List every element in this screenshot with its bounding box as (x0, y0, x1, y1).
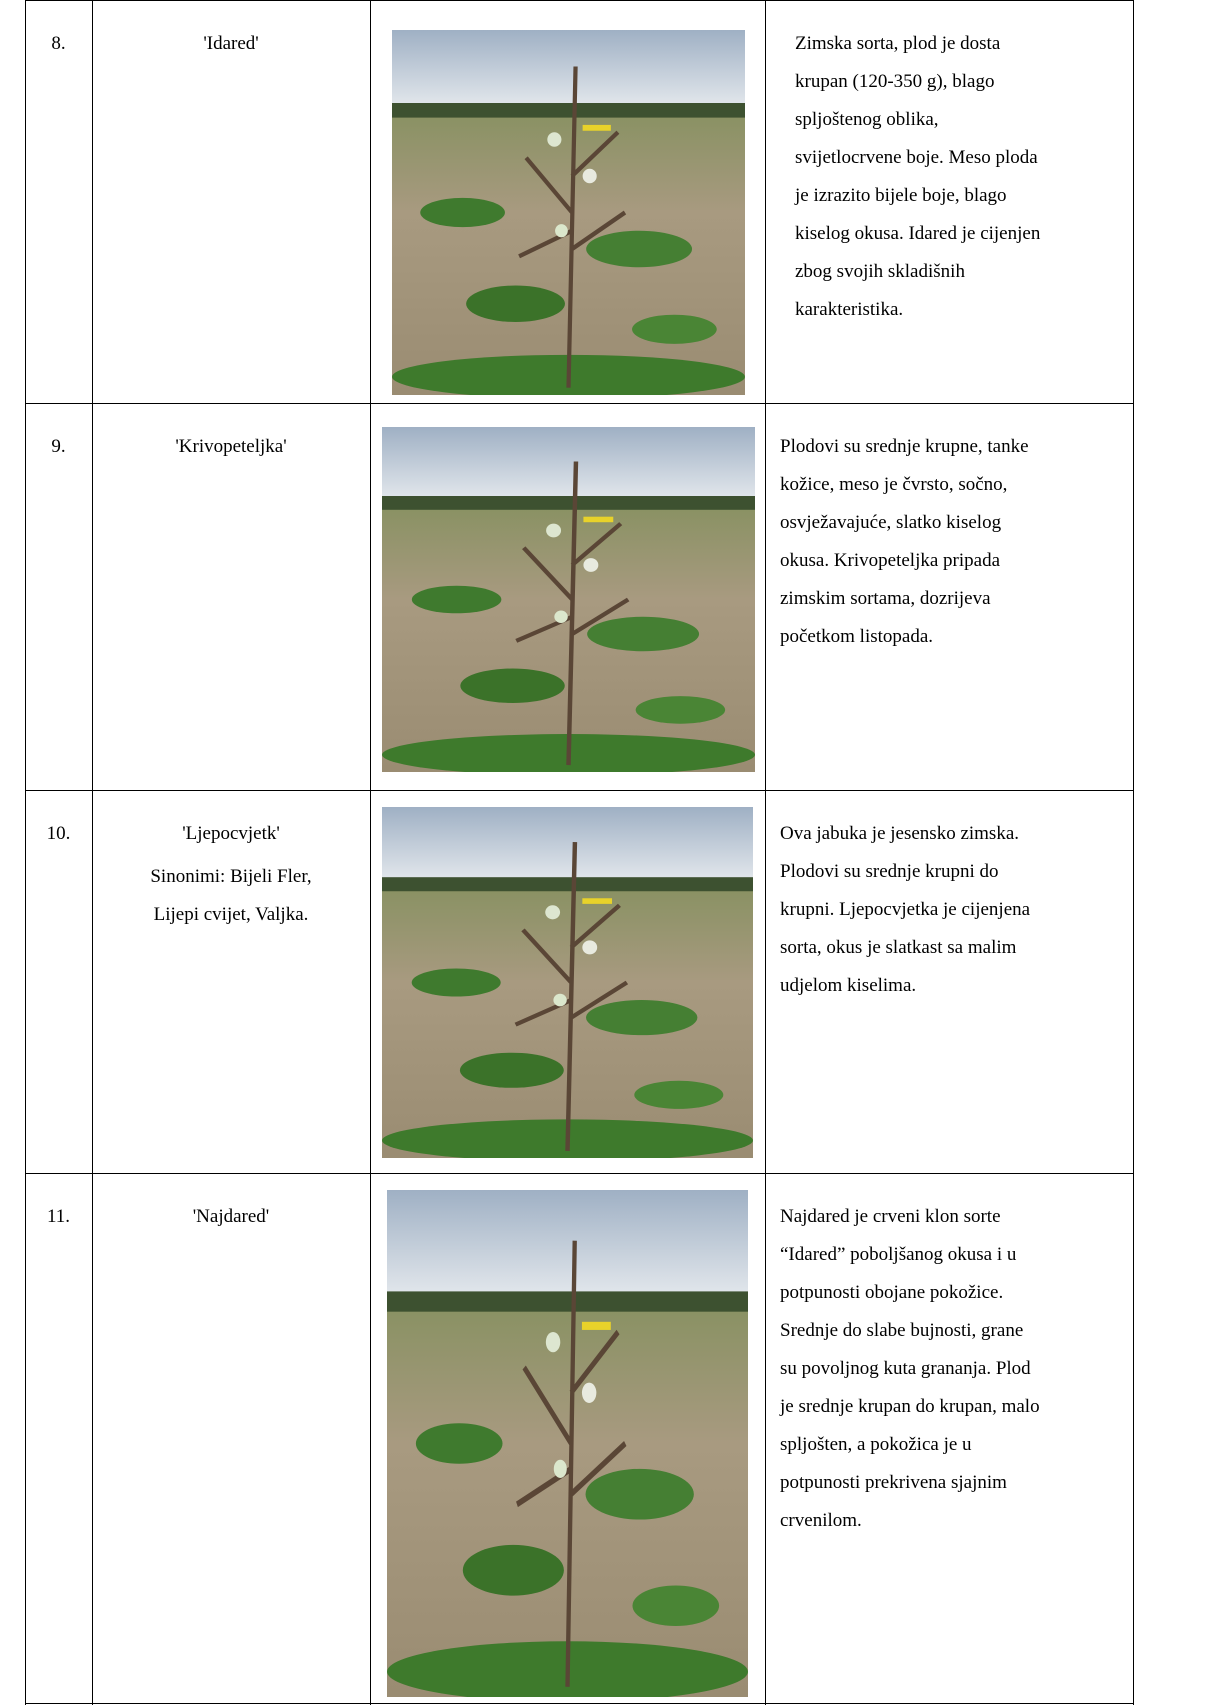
row-border (25, 790, 1134, 791)
row-border (25, 0, 1134, 1)
description-line: je izrazito bijele boje, blago (795, 185, 1007, 206)
description-line: Srednje do slabe bujnosti, grane (780, 1320, 1024, 1341)
description-line: Zimska sorta, plod je dosta (795, 33, 1001, 54)
description-line: “Idared” poboljšanog okusa i u (780, 1244, 1017, 1265)
description-line: kiselog okusa. Idared je cijenjen (795, 223, 1041, 244)
description-line: potpunosti obojane pokožice. (780, 1282, 1004, 1303)
description-line: zimskim sortama, dozrijeva (780, 588, 991, 609)
description-line: spljoštenog oblika, (795, 109, 939, 130)
description-line: karakteristika. (795, 299, 904, 320)
description-line: Najdared je crveni klon sorte (780, 1206, 1001, 1227)
description-line: osvježavajuće, slatko kiselog (780, 512, 1002, 533)
description-line: okusa. Krivopeteljka pripada (780, 550, 1001, 571)
synonyms: Sinonimi: Bijeli Fler, (150, 866, 312, 887)
description-line: crvenilom. (780, 1510, 862, 1531)
variety-name: 'Krivopeteljka' (175, 436, 287, 457)
description-line: sorta, okus je slatkast sa malim (780, 937, 1017, 958)
description-line: kožice, meso je čvrsto, sočno, (780, 474, 1008, 495)
row-number: 11. (46, 1206, 71, 1227)
row-number: 10. (46, 823, 71, 844)
description-line: Plodovi su srednje krupni do (780, 861, 999, 882)
photo-scene (382, 427, 755, 772)
description-line: krupan (120-350 g), blago (795, 71, 995, 92)
column-border (765, 0, 766, 1705)
description-line: zbog svojih skladišnih (795, 261, 965, 282)
row-border (25, 1703, 1134, 1704)
photo-scene (382, 807, 753, 1158)
variety-name: 'Najdared' (192, 1206, 270, 1227)
column-border (25, 0, 26, 1705)
description-line: početkom listopada. (780, 626, 934, 647)
variety-name: 'Idared' (203, 33, 259, 54)
synonyms: Lijepi cvijet, Valjka. (153, 904, 309, 925)
description-line: svijetlocrvene boje. Meso ploda (795, 147, 1038, 168)
row-border (25, 1173, 1134, 1174)
row-number: 9. (51, 436, 66, 457)
photo-scene (392, 30, 745, 395)
description-line: Plodovi su srednje krupne, tanke (780, 436, 1029, 457)
column-border (92, 0, 93, 1705)
row-border (25, 403, 1134, 404)
description-line: potpunosti prekrivena sjajnim (780, 1472, 1007, 1493)
variety-photo (387, 1190, 748, 1697)
description-line: krupni. Ljepocvjetka je cijenjena (780, 899, 1031, 920)
description-line: je srednje krupan do krupan, malo (780, 1396, 1040, 1417)
variety-photo (382, 807, 753, 1158)
description-line: Ova jabuka je jesensko zimska. (780, 823, 1020, 844)
column-border (1133, 0, 1134, 1705)
photo-scene (387, 1190, 748, 1697)
variety-photo (382, 427, 755, 772)
variety-name: 'Ljepocvjetk' (182, 823, 280, 844)
description-line: spljošten, a pokožica je u (780, 1434, 972, 1455)
row-number: 8. (51, 33, 66, 54)
variety-photo (392, 30, 745, 395)
description-line: udjelom kiselima. (780, 975, 917, 996)
description-line: su povoljnog kuta grananja. Plod (780, 1358, 1031, 1379)
column-border (370, 0, 371, 1705)
